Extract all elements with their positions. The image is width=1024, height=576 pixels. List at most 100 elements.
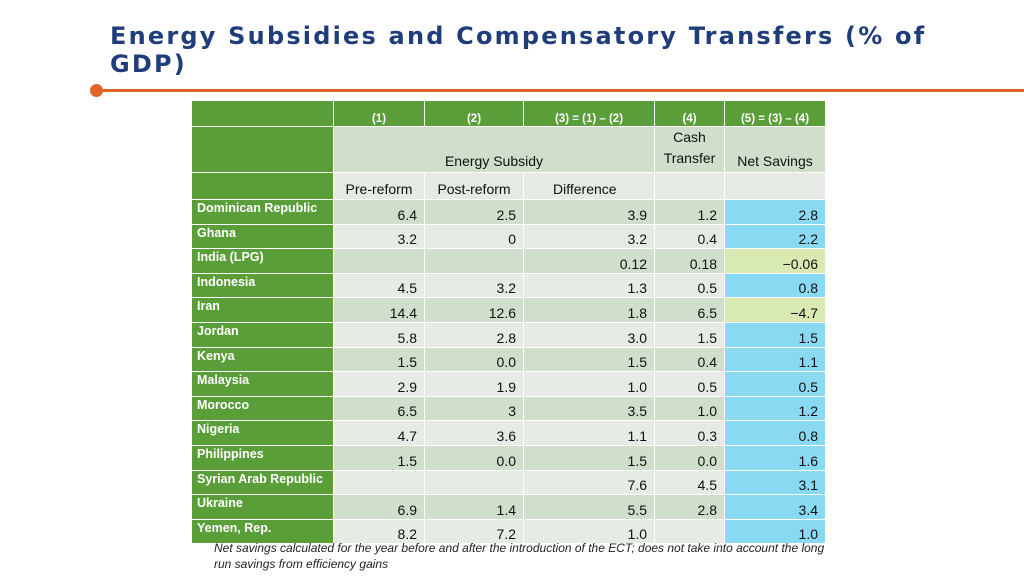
difference-cell: 7.6 (523, 469, 655, 496)
cash-transfer-cell: 0.3 (654, 420, 725, 446)
post-reform-cell: 1.9 (424, 371, 524, 397)
sub-header-row: Pre-reform Post-reform Difference (191, 172, 826, 200)
pre-reform-cell: 4.5 (333, 272, 425, 299)
cash-transfer-header: Cash Transfer (654, 126, 725, 173)
cash-transfer-header-line2: Transfer (663, 150, 716, 166)
net-savings-cell: 1.0 (724, 518, 826, 545)
difference-cell: 1.8 (523, 297, 655, 323)
cash-sub-header-empty (654, 172, 725, 200)
post-reform-cell: 7.2 (424, 518, 524, 545)
country-name: Ukraine (191, 494, 334, 520)
footnote: Net savings calculated for the year befo… (214, 541, 825, 571)
net-savings-header: Net Savings (724, 126, 826, 173)
difference-cell: 1.5 (523, 444, 655, 471)
pre-reform-cell: 5.8 (333, 321, 425, 348)
net-savings-cell: 1.2 (724, 395, 826, 422)
pre-reform-cell: 6.4 (333, 199, 425, 225)
table-row: Malaysia 2.9 1.9 1.0 0.5 0.5 (191, 371, 826, 397)
country-name: India (LPG) (191, 248, 334, 274)
difference-cell: 1.5 (523, 346, 655, 373)
difference-cell: 3.2 (523, 223, 655, 250)
cash-transfer-cell: 0.18 (654, 248, 725, 274)
col-index-3: (3) = (1) – (2) (523, 100, 655, 127)
subsidy-table: (1) (2) (3) = (1) – (2) (4) (5) = (3) – … (191, 100, 826, 545)
post-reform-cell (424, 248, 524, 274)
post-reform-cell: 2.8 (424, 321, 524, 348)
cash-transfer-cell: 0.4 (654, 346, 725, 373)
post-reform-header: Post-reform (424, 172, 524, 200)
difference-cell: 3.9 (523, 199, 655, 225)
cash-transfer-cell: 0.5 (654, 272, 725, 299)
cash-transfer-cell: 2.8 (654, 494, 725, 520)
difference-cell: 1.1 (523, 420, 655, 446)
difference-cell: 5.5 (523, 494, 655, 520)
table-row: Yemen, Rep. 8.2 7.2 1.0 1.0 (191, 518, 826, 545)
net-savings-cell: 3.4 (724, 494, 826, 520)
difference-header: Difference (523, 172, 655, 200)
cash-transfer-cell: 1.0 (654, 395, 725, 422)
table-row: Jordan 5.8 2.8 3.0 1.5 1.5 (191, 321, 826, 348)
post-reform-cell: 1.4 (424, 494, 524, 520)
net-savings-cell: 1.5 (724, 321, 826, 348)
pre-reform-cell: 6.9 (333, 494, 425, 520)
difference-cell: 1.0 (523, 518, 655, 545)
country-name: Malaysia (191, 371, 334, 397)
pre-reform-cell: 3.2 (333, 223, 425, 250)
post-reform-cell: 0 (424, 223, 524, 250)
post-reform-cell: 3.2 (424, 272, 524, 299)
group-header-row: Energy Subsidy Cash Transfer Net Savings (191, 126, 826, 173)
col-index-4: (4) (654, 100, 725, 127)
difference-cell: 3.5 (523, 395, 655, 422)
post-reform-cell: 0.0 (424, 346, 524, 373)
table-row: Syrian Arab Republic 7.6 4.5 3.1 (191, 469, 826, 496)
cash-transfer-cell: 0.5 (654, 371, 725, 397)
net-sub-header-empty (724, 172, 826, 200)
country-name: Nigeria (191, 420, 334, 446)
cash-transfer-cell (654, 518, 725, 545)
country-name: Jordan (191, 321, 334, 348)
difference-cell: 0.12 (523, 248, 655, 274)
header-stub (191, 126, 334, 173)
pre-reform-cell: 8.2 (333, 518, 425, 545)
pre-reform-header: Pre-reform (333, 172, 425, 200)
pre-reform-cell: 6.5 (333, 395, 425, 422)
cash-transfer-cell: 1.2 (654, 199, 725, 225)
energy-subsidy-header: Energy Subsidy (333, 126, 655, 173)
country-name: Morocco (191, 395, 334, 422)
country-name: Indonesia (191, 272, 334, 299)
cash-transfer-cell: 1.5 (654, 321, 725, 348)
post-reform-cell (424, 469, 524, 496)
col-index-2: (2) (424, 100, 524, 127)
header-stub (191, 100, 334, 127)
header-stub (191, 172, 334, 200)
pre-reform-cell: 14.4 (333, 297, 425, 323)
cash-transfer-cell: 0.4 (654, 223, 725, 250)
country-name: Dominican Republic (191, 199, 334, 225)
country-name: Iran (191, 297, 334, 323)
cash-transfer-cell: 0.0 (654, 444, 725, 471)
post-reform-cell: 12.6 (424, 297, 524, 323)
col-index-1: (1) (333, 100, 425, 127)
table-row: Nigeria 4.7 3.6 1.1 0.3 0.8 (191, 420, 826, 446)
net-savings-cell: 1.6 (724, 444, 826, 471)
net-savings-cell: 2.8 (724, 199, 826, 225)
pre-reform-cell: 1.5 (333, 346, 425, 373)
net-savings-cell: 0.8 (724, 420, 826, 446)
country-name: Philippines (191, 444, 334, 471)
column-index-row: (1) (2) (3) = (1) – (2) (4) (5) = (3) – … (191, 100, 826, 127)
table-row: Kenya 1.5 0.0 1.5 0.4 1.1 (191, 346, 826, 373)
pre-reform-cell: 2.9 (333, 371, 425, 397)
table-row: India (LPG) 0.12 0.18 −0.06 (191, 248, 826, 274)
col-index-5: (5) = (3) – (4) (724, 100, 826, 127)
table-row: Dominican Republic 6.4 2.5 3.9 1.2 2.8 (191, 199, 826, 225)
cash-transfer-header-line1: Cash (673, 129, 706, 145)
title-rule-dot (90, 84, 103, 97)
net-savings-cell: 0.8 (724, 272, 826, 299)
difference-cell: 3.0 (523, 321, 655, 348)
post-reform-cell: 3 (424, 395, 524, 422)
table-row: Ukraine 6.9 1.4 5.5 2.8 3.4 (191, 494, 826, 520)
net-savings-cell: 2.2 (724, 223, 826, 250)
net-savings-cell: 1.1 (724, 346, 826, 373)
net-savings-cell: −0.06 (724, 248, 826, 274)
country-name: Kenya (191, 346, 334, 373)
